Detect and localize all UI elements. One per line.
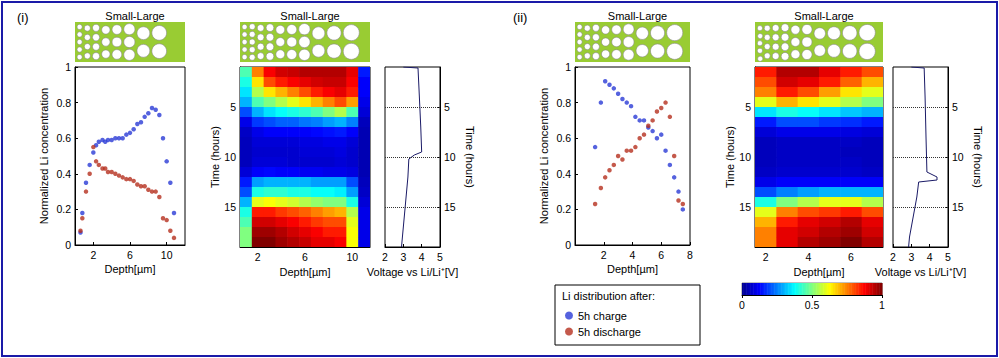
svg-text:0.8: 0.8 <box>56 97 71 109</box>
svg-text:Voltage vs Li/Li⁺[V]: Voltage vs Li/Li⁺[V] <box>367 266 458 278</box>
svg-text:Small-Large: Small-Large <box>105 10 164 22</box>
svg-text:0: 0 <box>65 239 71 251</box>
svg-text:6: 6 <box>848 251 854 263</box>
svg-text:Time (hours): Time (hours) <box>209 126 221 188</box>
svg-text:Voltage vs Li/Li⁺[V]: Voltage vs Li/Li⁺[V] <box>875 266 966 278</box>
svg-text:5: 5 <box>444 101 450 113</box>
svg-text:6: 6 <box>302 251 308 263</box>
svg-text:0.2: 0.2 <box>556 203 571 215</box>
svg-text:2: 2 <box>890 251 896 263</box>
svg-text:0.8: 0.8 <box>556 97 571 109</box>
svg-text:Time (hours): Time (hours) <box>972 126 984 188</box>
svg-text:5: 5 <box>945 251 951 263</box>
svg-text:15: 15 <box>952 201 964 213</box>
svg-text:10: 10 <box>952 151 964 163</box>
svg-text:Normalized Li concentration: Normalized Li concentration <box>38 88 50 224</box>
svg-text:5h discharge: 5h discharge <box>578 326 641 338</box>
svg-text:3: 3 <box>908 251 914 263</box>
svg-text:0.4: 0.4 <box>556 168 571 180</box>
svg-text:15: 15 <box>444 201 456 213</box>
svg-text:4: 4 <box>927 251 933 263</box>
svg-text:Small-Large: Small-Large <box>280 10 339 22</box>
svg-text:2: 2 <box>763 251 769 263</box>
svg-text:Time (hours): Time (hours) <box>464 126 476 188</box>
svg-text:0: 0 <box>739 299 745 311</box>
svg-text:4: 4 <box>805 251 811 263</box>
svg-text:6: 6 <box>127 249 133 261</box>
svg-text:2: 2 <box>382 251 388 263</box>
svg-text:0.6: 0.6 <box>56 132 71 144</box>
svg-text:10: 10 <box>224 151 236 163</box>
svg-text:5: 5 <box>745 101 751 113</box>
svg-text:Small-Large: Small-Large <box>608 10 667 22</box>
svg-text:10: 10 <box>444 151 456 163</box>
svg-text:2: 2 <box>90 249 96 261</box>
svg-text:Depth[µm]: Depth[µm] <box>280 266 331 278</box>
svg-text:15: 15 <box>224 201 236 213</box>
svg-text:2: 2 <box>601 249 607 261</box>
svg-text:(i): (i) <box>17 10 29 25</box>
svg-text:Normalized Li concentration: Normalized Li concentration <box>538 88 550 224</box>
svg-text:10: 10 <box>161 249 173 261</box>
svg-text:Small-Large: Small-Large <box>794 10 853 22</box>
svg-text:0.6: 0.6 <box>556 132 571 144</box>
svg-text:Depth[µm]: Depth[µm] <box>105 263 156 275</box>
svg-text:Time (hours): Time (hours) <box>724 126 736 188</box>
svg-text:5: 5 <box>952 101 958 113</box>
svg-text:0.4: 0.4 <box>56 168 71 180</box>
svg-text:6: 6 <box>658 249 664 261</box>
svg-text:5: 5 <box>437 251 443 263</box>
svg-text:0.5: 0.5 <box>805 299 820 311</box>
svg-text:5: 5 <box>230 101 236 113</box>
svg-text:1: 1 <box>565 61 571 73</box>
svg-text:Li distribution after:: Li distribution after: <box>562 290 655 302</box>
svg-text:1: 1 <box>65 61 71 73</box>
svg-text:1: 1 <box>879 299 885 311</box>
svg-text:(ii): (ii) <box>513 10 527 25</box>
svg-text:5h charge: 5h charge <box>578 310 627 322</box>
svg-text:10: 10 <box>346 251 358 263</box>
svg-text:3: 3 <box>400 251 406 263</box>
svg-text:8: 8 <box>687 249 693 261</box>
svg-text:0.2: 0.2 <box>56 203 71 215</box>
svg-text:15: 15 <box>739 201 751 213</box>
svg-text:4: 4 <box>419 251 425 263</box>
svg-text:Depth[µm]: Depth[µm] <box>607 263 658 275</box>
svg-text:2: 2 <box>255 251 261 263</box>
svg-text:10: 10 <box>739 151 751 163</box>
svg-text:4: 4 <box>630 249 636 261</box>
svg-text:0: 0 <box>565 239 571 251</box>
svg-text:Depth[µm]: Depth[µm] <box>794 266 845 278</box>
